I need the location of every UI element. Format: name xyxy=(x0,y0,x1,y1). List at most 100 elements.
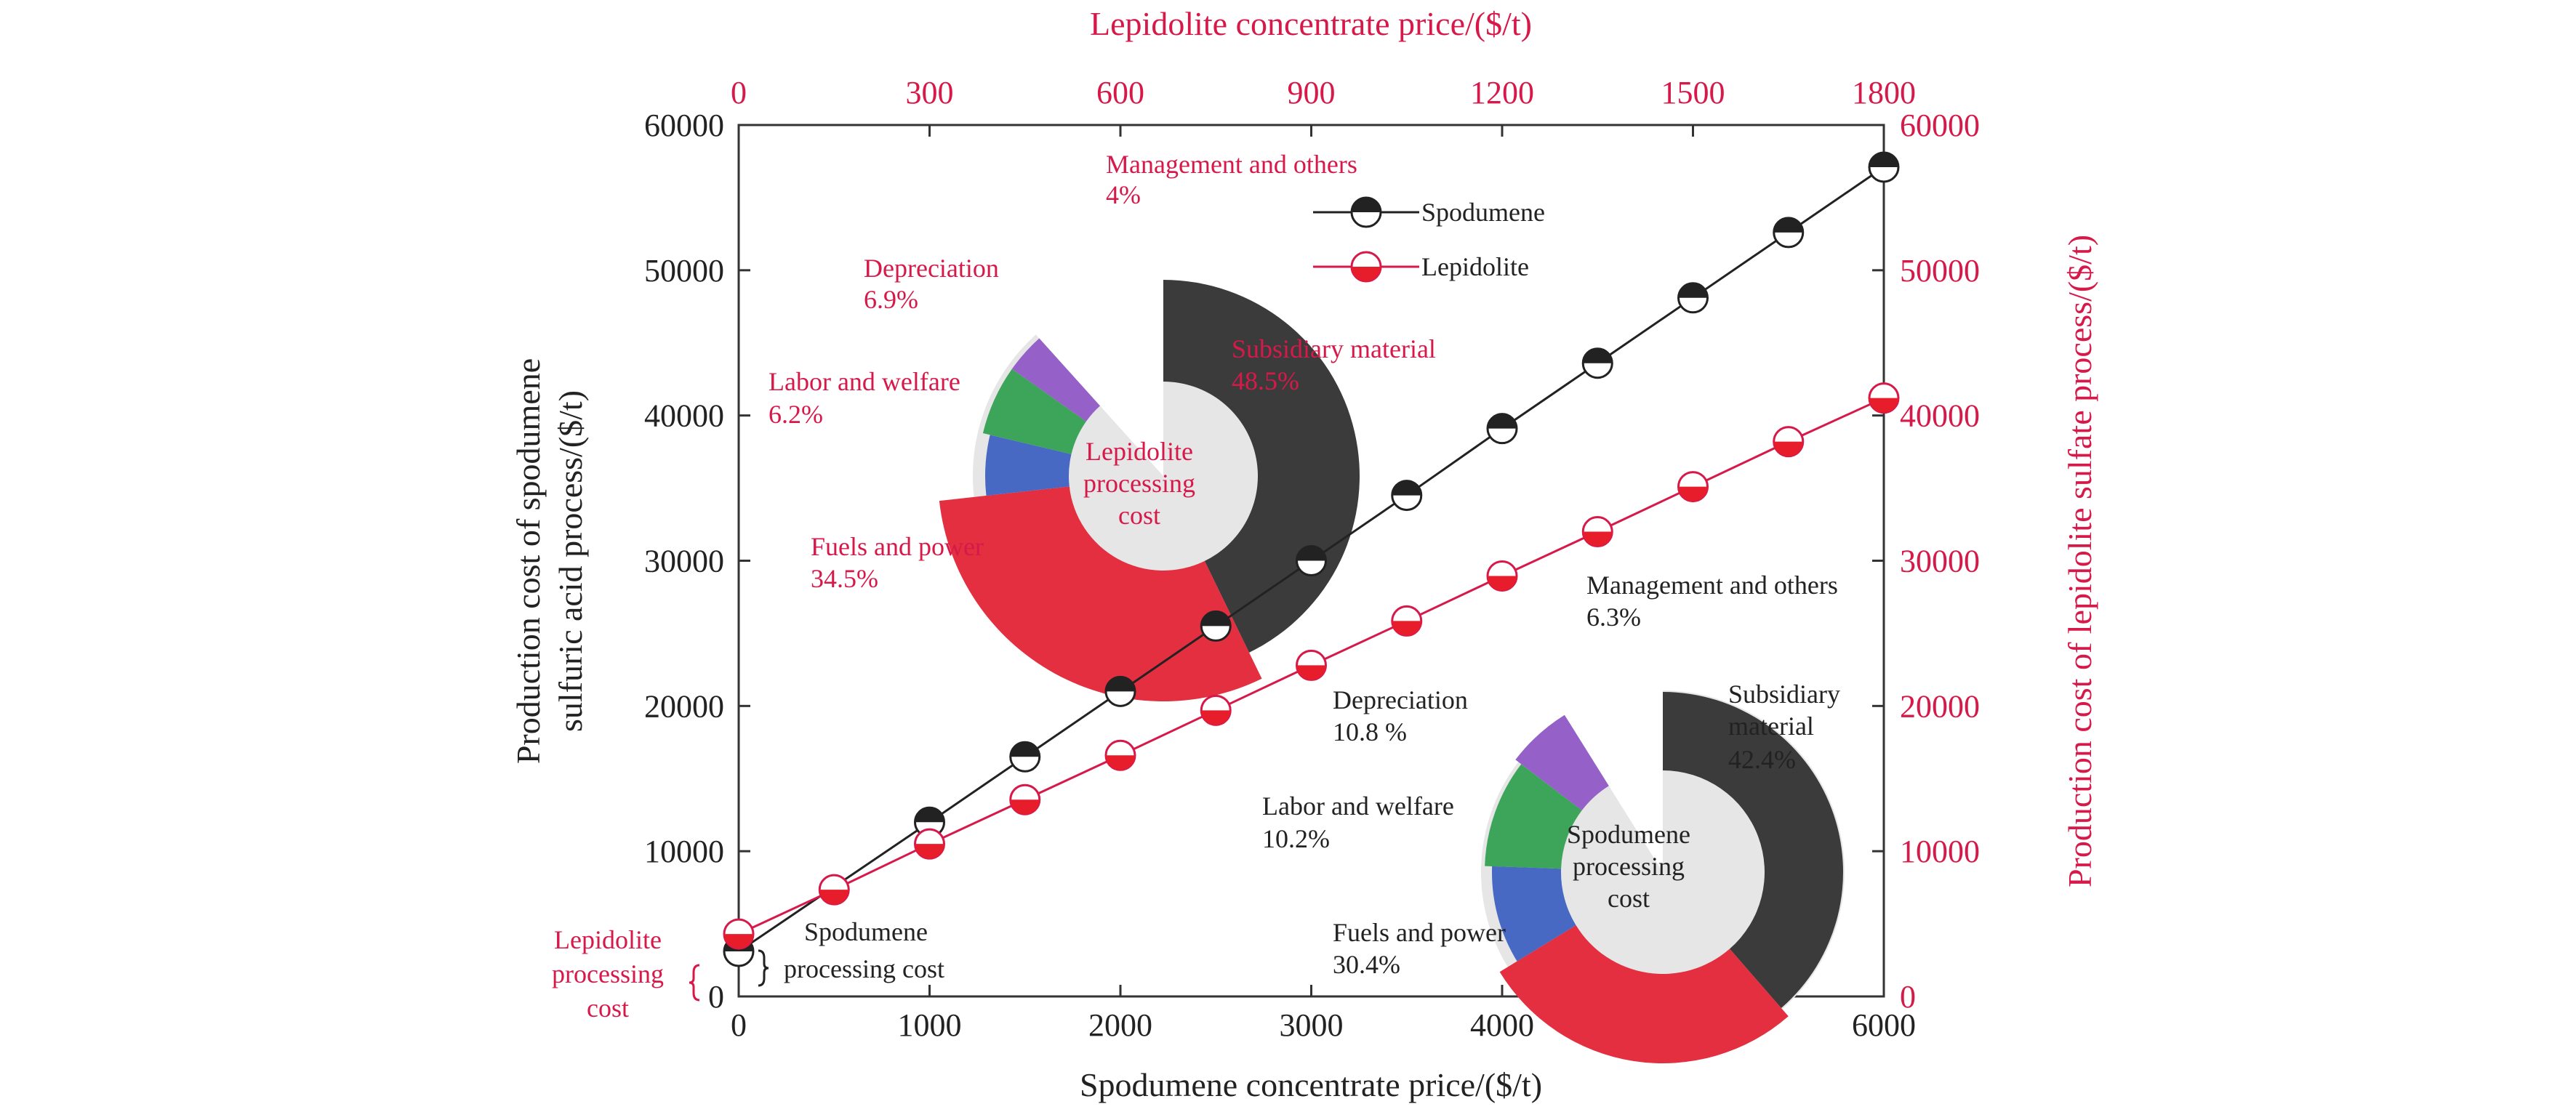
point-lepidolite xyxy=(1868,382,1900,414)
point-spodumene xyxy=(1773,217,1805,249)
point-spodumene xyxy=(1677,282,1709,314)
lep-pct-labor: 6.2% xyxy=(769,400,823,429)
annot-spodumene-brace xyxy=(758,949,769,987)
rose-slice-subsidiary-material xyxy=(1663,692,1843,1008)
x-top-axis-title: Lepidolite concentrate price/($/t) xyxy=(1090,5,1532,42)
series-line-spodumene xyxy=(738,166,1885,953)
processing-cost-annotations: Lepidolite processing cost Spodumene pro… xyxy=(552,917,944,1023)
y-right-tick-label: 20000 xyxy=(1900,688,1980,724)
x-top-tick-label: 600 xyxy=(1096,75,1144,110)
spo-label-management: Management and others xyxy=(1586,571,1838,600)
point-lepidolite xyxy=(1677,471,1709,503)
spo-label-depreciation: Depreciation xyxy=(1333,685,1468,714)
spo-label-subsidiary-1: Subsidiary xyxy=(1728,680,1840,709)
point-lepidolite xyxy=(1773,426,1805,458)
x-top-tick-label: 300 xyxy=(906,75,954,110)
point-spodumene xyxy=(1391,480,1423,512)
point-spodumene xyxy=(914,806,945,838)
spo-pct-fuels: 30.4% xyxy=(1333,950,1400,979)
y-left-tick-label: 0 xyxy=(708,979,724,1015)
y-right-axis-title: Production cost of lepidolite sulfate pr… xyxy=(2061,235,2098,887)
lep-center-title-3: cost xyxy=(1118,501,1160,530)
x-bottom-tick-label: 4000 xyxy=(1470,1007,1534,1043)
lep-pct-depreciation: 6.9% xyxy=(864,285,918,314)
y-right-axis: 0 10000 20000 30000 40000 50000 60000 xyxy=(1872,108,1980,1015)
y-left-axis-title-line2: sulfuric acid process/($/t) xyxy=(552,390,589,732)
y-right-tick-label: 30000 xyxy=(1900,544,1980,579)
point-lepidolite xyxy=(1200,694,1232,726)
rose-slice-depreciation xyxy=(982,368,1086,454)
point-spodumene xyxy=(1486,413,1518,445)
legend-item-lepidolite: Lepidolite xyxy=(1313,251,1529,283)
spo-pct-depreciation: 10.8 % xyxy=(1333,717,1407,746)
y-right-tick-label: 10000 xyxy=(1900,834,1980,869)
x-top-tick-label: 900 xyxy=(1288,75,1336,110)
lep-pct-subsidiary: 48.5% xyxy=(1232,366,1299,395)
y-right-tick-label: 40000 xyxy=(1900,398,1980,434)
y-left-axis-title-line1: Production cost of spodumene xyxy=(510,358,547,764)
point-spodumene xyxy=(1868,151,1900,183)
spo-label-labor: Labor and welfare xyxy=(1262,791,1454,821)
rose-slice-labor-and-welfare xyxy=(1492,866,1576,962)
x-top-tick-label: 1800 xyxy=(1852,75,1916,110)
x-bottom-tick-label: 6000 xyxy=(1852,1007,1916,1043)
y-left-tick-label: 20000 xyxy=(644,688,724,724)
legend-label-spodumene: Spodumene xyxy=(1421,198,1545,227)
point-lepidolite xyxy=(818,874,850,906)
point-lepidolite xyxy=(1391,605,1423,637)
annot-spodumene-2: processing cost xyxy=(784,954,944,983)
legend-item-spodumene: Spodumene xyxy=(1313,196,1545,228)
rose-slice-management-and-others xyxy=(1011,338,1101,422)
point-lepidolite xyxy=(1581,516,1613,548)
spo-center-title-1: Spodumene xyxy=(1567,820,1690,849)
point-lepidolite xyxy=(1009,783,1041,815)
y-right-tick-label: 60000 xyxy=(1900,108,1980,143)
legend-label-lepidolite: Lepidolite xyxy=(1421,252,1529,281)
annot-lepidolite-2: processing xyxy=(552,959,664,988)
x-bottom-axis-title: Spodumene concentrate price/($/t) xyxy=(1080,1066,1542,1103)
annot-lepidolite-1: Lepidolite xyxy=(554,925,662,954)
annot-spodumene-1: Spodumene xyxy=(804,917,928,946)
lep-center-title-1: Lepidolite xyxy=(1086,437,1193,466)
inset-spodumene-labels: Management and others 6.3% Depreciation … xyxy=(1262,571,1840,979)
annot-lepidolite-3: cost xyxy=(587,994,629,1023)
lep-label-depreciation: Depreciation xyxy=(864,254,999,283)
spo-pct-labor: 10.2% xyxy=(1262,824,1330,853)
inset-lepidolite-labels: Management and others 4% Depreciation 6.… xyxy=(769,150,1436,593)
rose-slice-labor-and-welfare xyxy=(985,435,1072,496)
y-right-tick-label: 0 xyxy=(1900,979,1916,1015)
rose-slice-management-and-others xyxy=(1515,714,1609,811)
spo-label-fuels: Fuels and power xyxy=(1333,918,1506,947)
x-bottom-tick-label: 2000 xyxy=(1088,1007,1152,1043)
point-lepidolite xyxy=(914,828,945,860)
lep-label-fuels: Fuels and power xyxy=(811,532,984,561)
point-spodumene xyxy=(1296,545,1327,576)
spo-center-title-2: processing xyxy=(1573,852,1685,881)
point-spodumene xyxy=(1009,741,1041,773)
spo-label-subsidiary-2: material xyxy=(1728,712,1814,741)
rose-slice-fuels-and-power xyxy=(1499,925,1789,1064)
y-left-tick-label: 10000 xyxy=(644,834,724,869)
point-lepidolite xyxy=(1296,649,1327,681)
point-spodumene xyxy=(1581,347,1613,379)
point-lepidolite xyxy=(1486,560,1518,592)
legend: Spodumene Lepidolite xyxy=(1313,196,1545,283)
y-left-tick-label: 50000 xyxy=(644,253,724,289)
lep-pct-fuels: 34.5% xyxy=(811,564,878,593)
point-spodumene xyxy=(1200,610,1232,642)
lep-label-management: Management and others xyxy=(1106,150,1357,179)
series-layer xyxy=(723,151,1900,967)
point-lepidolite xyxy=(1104,739,1136,771)
lep-center-title-2: processing xyxy=(1083,469,1195,498)
spo-center-title-3: cost xyxy=(1608,884,1650,913)
y-left-tick-label: 60000 xyxy=(644,108,724,143)
x-bottom-tick-label: 3000 xyxy=(1280,1007,1344,1043)
x-top-tick-label: 1500 xyxy=(1661,75,1725,110)
x-top-tick-label: 1200 xyxy=(1470,75,1534,110)
lep-label-subsidiary: Subsidiary material xyxy=(1232,334,1436,363)
spo-pct-subsidiary: 42.4% xyxy=(1728,745,1796,774)
y-left-tick-label: 40000 xyxy=(644,398,724,434)
x-bottom-tick-label: 1000 xyxy=(898,1007,962,1043)
x-top-tick-label: 0 xyxy=(731,75,747,110)
